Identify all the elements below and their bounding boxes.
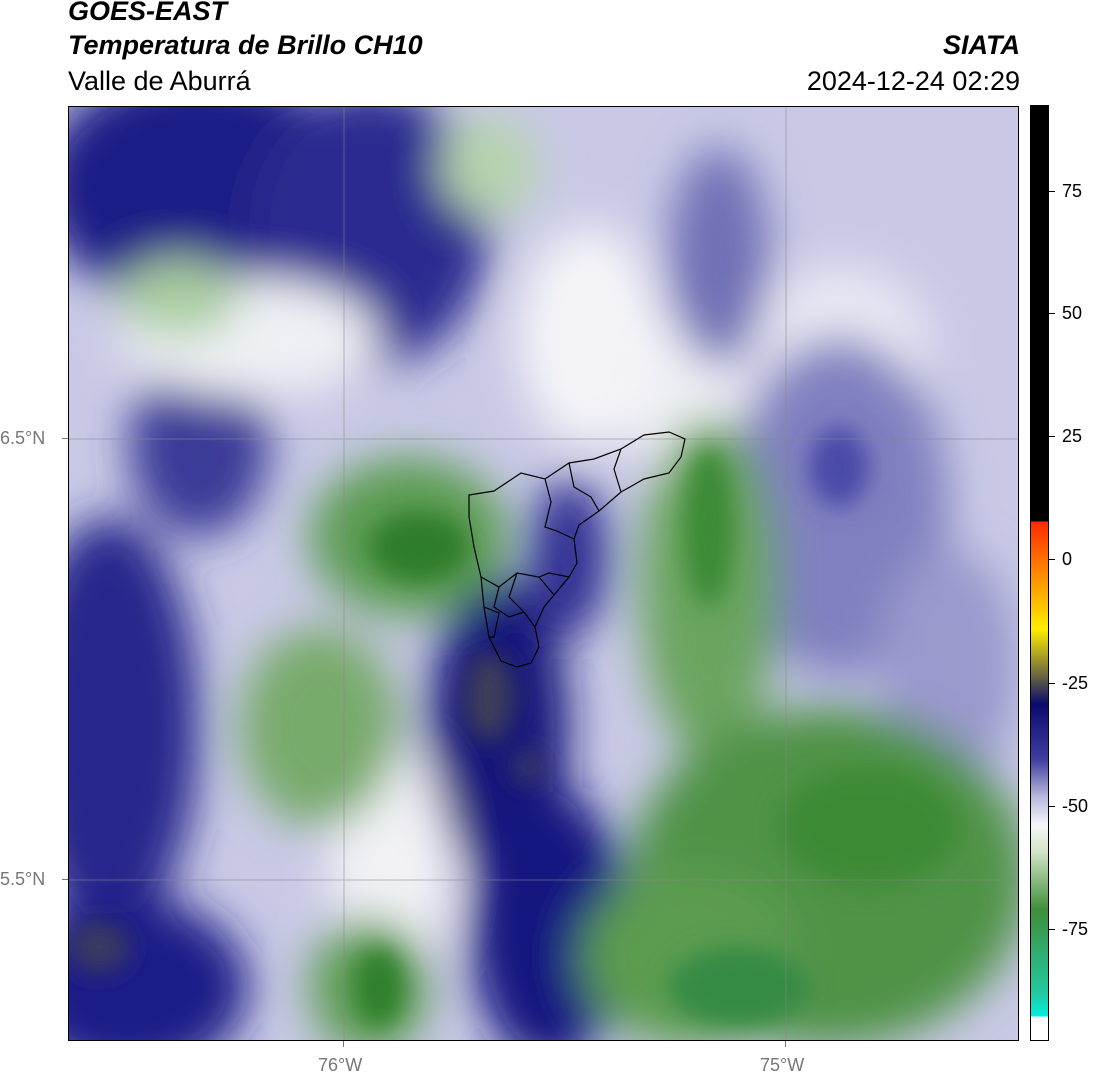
- lat-tick: [62, 438, 68, 439]
- product-title: Temperatura de Brillo CH10: [68, 30, 423, 60]
- lat-label-6-5: 6.5°N: [0, 428, 46, 448]
- colorbar-tick: [1049, 191, 1055, 192]
- lon-label-76: 76°W: [318, 1055, 363, 1075]
- map-field: [69, 107, 1018, 1040]
- colorbar-tick: [1049, 313, 1055, 314]
- colorbar: [1030, 105, 1049, 1041]
- colorbar-label: 50: [1062, 303, 1083, 323]
- colorbar-label: 0: [1062, 549, 1073, 569]
- lon-tick: [785, 1041, 786, 1047]
- colorbar-tick: [1049, 929, 1055, 930]
- brightness-temperature-map: [68, 106, 1019, 1041]
- colorbar-tick: [1049, 806, 1055, 807]
- colorbar-tick: [1049, 436, 1055, 437]
- colorbar-label: 25: [1062, 426, 1083, 446]
- lon-label-75: 75°W: [760, 1055, 805, 1075]
- lat-tick: [62, 879, 68, 880]
- colorbar-label: -25: [1062, 673, 1089, 693]
- colorbar-label: 75: [1062, 181, 1083, 201]
- colorbar-label: -50: [1062, 796, 1089, 816]
- graticule: [69, 107, 1018, 1040]
- colorbar-label: -75: [1062, 919, 1089, 939]
- colorbar-tick: [1049, 559, 1055, 560]
- colorbar-tick: [1049, 683, 1055, 684]
- datetime-label: 2024-12-24 02:29: [806, 66, 1020, 96]
- lat-label-5-5: 5.5°N: [0, 869, 46, 889]
- agency-label: SIATA: [943, 30, 1020, 60]
- lon-tick: [343, 1041, 344, 1047]
- region-title: Valle de Aburrá: [68, 66, 251, 96]
- valle-aburra-boundaries: [468, 431, 686, 668]
- satellite-title: GOES-EAST: [68, 0, 228, 26]
